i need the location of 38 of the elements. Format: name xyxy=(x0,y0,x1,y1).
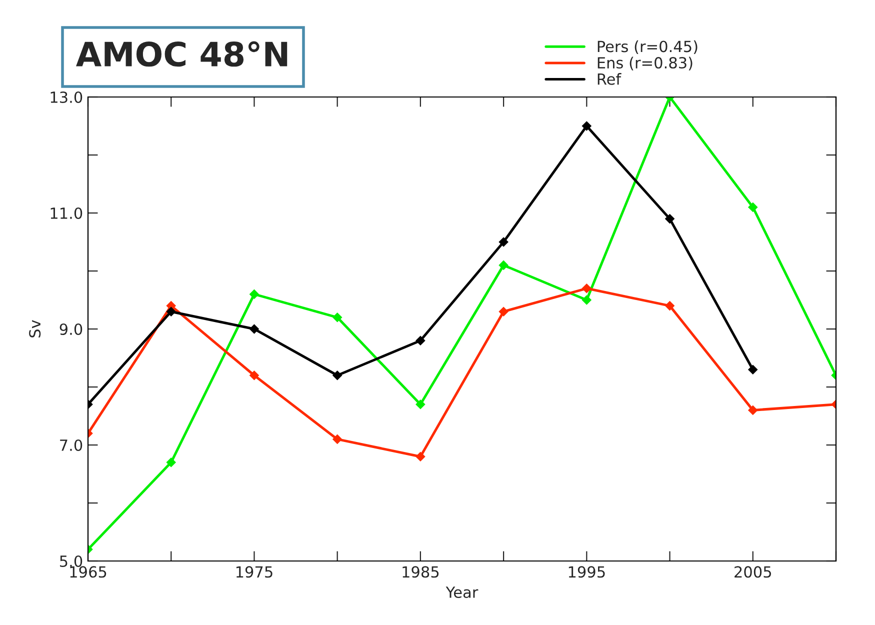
point xyxy=(748,202,758,212)
y-axis-title: Sv xyxy=(29,320,41,338)
y-tick-label: 13.0 xyxy=(50,91,82,104)
legend-label: Ens (r=0.83) xyxy=(598,56,692,70)
y-tick-label: 5.0 xyxy=(60,555,82,568)
point xyxy=(332,434,342,444)
y-tick-label: 7.0 xyxy=(60,439,82,452)
point xyxy=(582,121,592,131)
x-axis-title: Year xyxy=(446,586,478,598)
x-tick-label: 1985 xyxy=(402,566,439,578)
y-tick-label: 11.0 xyxy=(50,207,82,220)
point xyxy=(498,260,508,270)
point xyxy=(249,289,260,300)
x-tick-label: 1965 xyxy=(70,566,106,578)
chart-title: AMOC 48°N xyxy=(76,41,288,67)
point xyxy=(332,312,342,322)
point xyxy=(498,237,508,247)
point xyxy=(166,457,176,468)
point xyxy=(416,399,426,410)
point xyxy=(166,306,176,317)
point xyxy=(416,452,426,462)
point xyxy=(249,370,260,380)
point xyxy=(748,405,758,416)
point xyxy=(498,306,508,317)
y-tick-label: 9.0 xyxy=(60,323,82,336)
legend-label: Pers (r=0.45) xyxy=(598,40,698,54)
point xyxy=(748,364,758,375)
point xyxy=(249,324,260,334)
point xyxy=(664,300,675,311)
x-tick-label: 1975 xyxy=(236,566,272,578)
legend-label: Ref xyxy=(598,73,622,85)
point xyxy=(416,336,426,346)
point xyxy=(332,370,342,380)
point xyxy=(582,295,592,305)
point xyxy=(582,283,592,294)
point xyxy=(664,214,675,224)
x-tick-label: 1995 xyxy=(568,566,605,578)
x-tick-label: 2005 xyxy=(734,566,771,578)
